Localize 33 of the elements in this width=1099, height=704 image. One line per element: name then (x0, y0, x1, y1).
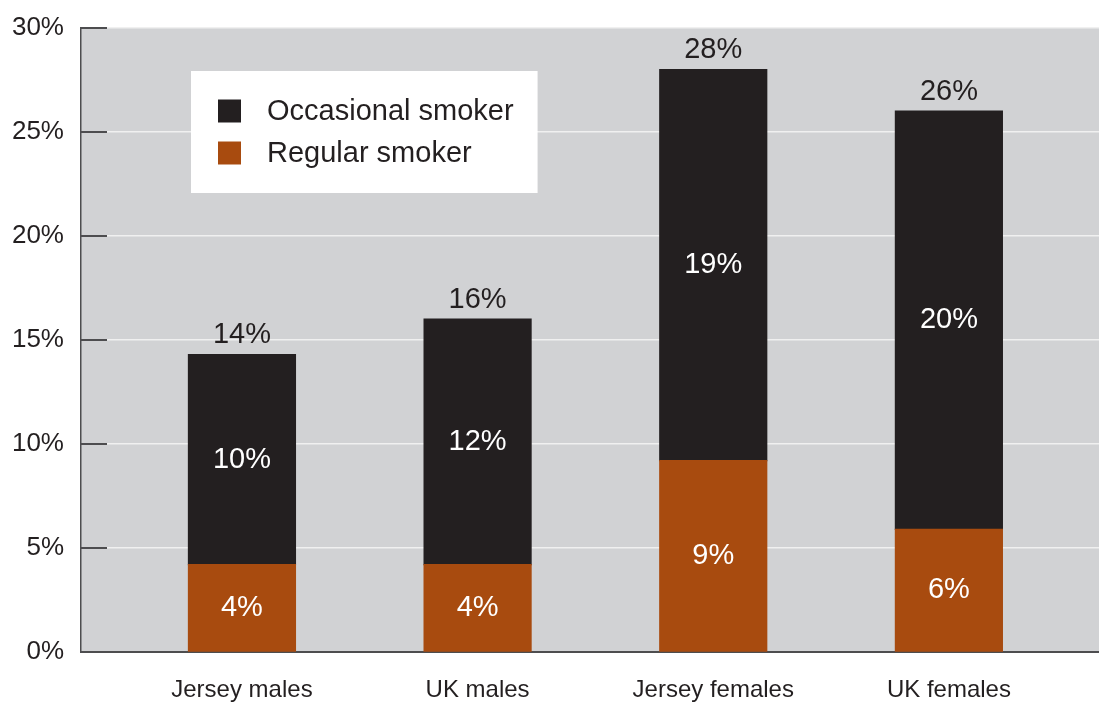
total-label: 14% (212, 317, 271, 350)
bar (187, 353, 297, 566)
legend-label: Occasional smoker (267, 94, 514, 126)
x-tick-label: Jersey males (171, 675, 313, 703)
bar (187, 564, 297, 652)
bar (423, 564, 532, 652)
y-tick-label: 20% (11, 219, 64, 250)
total-label: 26% (919, 73, 978, 106)
data-label: 10% (212, 441, 271, 474)
x-tick-label: UK males (425, 675, 530, 703)
data-label: 12% (448, 423, 507, 456)
data-label: 4% (220, 589, 263, 622)
bar (894, 110, 1003, 530)
bar (659, 460, 768, 652)
bar (894, 528, 1003, 652)
bar (423, 318, 532, 566)
data-label: 4% (456, 589, 499, 622)
y-tick-label: 25% (11, 115, 64, 146)
y-tick-label: 15% (11, 323, 64, 354)
total-label: 16% (448, 281, 507, 314)
legend-label: Regular smoker (267, 136, 473, 168)
data-label: 6% (927, 572, 970, 605)
total-label: 28% (684, 32, 743, 65)
y-tick-label: 30% (11, 11, 64, 42)
x-tick-label: Jersey females (632, 675, 794, 703)
data-label: 20% (919, 302, 978, 335)
data-label: 19% (684, 247, 743, 280)
y-tick-label: 5% (26, 531, 64, 562)
data-label: 9% (692, 537, 735, 570)
y-tick-label: 10% (11, 427, 64, 458)
bar (659, 69, 768, 462)
x-tick-label: UK females (886, 675, 1011, 703)
y-tick-label: 0% (26, 635, 64, 666)
